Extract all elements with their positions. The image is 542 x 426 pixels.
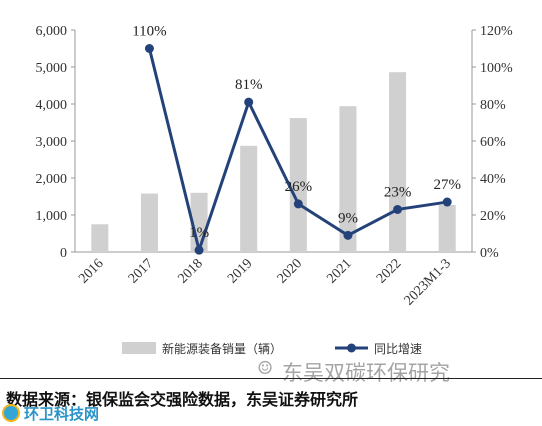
growth-data-label: 23% [384, 184, 412, 200]
bar [240, 145, 258, 252]
y-right-tick-label: 20% [480, 209, 506, 224]
bar [339, 106, 357, 252]
bar [438, 205, 456, 252]
growth-data-label: 9% [338, 210, 358, 226]
bar [389, 72, 407, 253]
wechat-icon: ☺ [257, 358, 274, 379]
growth-point [343, 230, 353, 240]
x-tick-label: 2023M1-3 [402, 256, 454, 308]
growth-data-label: 110% [132, 24, 166, 40]
y-right-tick-label: 40% [480, 172, 506, 187]
growth-data-label: 26% [285, 179, 313, 195]
growth-data-label: 1% [189, 225, 209, 241]
legend-line-marker [347, 343, 356, 353]
legend-line-label: 同比增速 [374, 342, 422, 356]
chart: 0 1,000 2,000 3,000 4,000 5,000 6,000 0% 20% 40% 6… [36, 24, 514, 357]
y-right-tick-label: 0% [480, 246, 499, 261]
growth-point [393, 204, 403, 214]
y-right-tick-label: 120% [480, 24, 513, 39]
bar [91, 224, 109, 252]
growth-point [442, 197, 452, 207]
x-tick-label: 2020 [275, 256, 305, 286]
y-left-tick-label: 3,000 [36, 135, 68, 150]
source-note: 数据来源：银保监会交强险数据，东吴证券研究所 [6, 390, 359, 409]
growth-data-label: 27% [433, 177, 461, 193]
divider [0, 378, 542, 379]
y-left-tick-label: 2,000 [36, 172, 68, 187]
site-logo: 环卫科技网 [2, 403, 99, 423]
x-tick-label: 2021 [324, 256, 354, 286]
y-left-tick-label: 0 [60, 246, 67, 261]
logo-icon [2, 404, 20, 422]
y-left-tick-label: 4,000 [36, 98, 68, 113]
y-right-tick-label: 100% [480, 61, 513, 76]
x-tick-label: 2022 [374, 256, 404, 286]
x-tick-label: 2016 [76, 256, 106, 286]
logo-text: 环卫科技网 [24, 404, 100, 423]
y-right-tick-label: 60% [480, 135, 506, 150]
legend-bar-swatch [122, 342, 156, 354]
x-tick-label: 2019 [225, 256, 255, 286]
growth-data-label: 81% [235, 77, 263, 93]
growth-point [194, 245, 204, 255]
x-tick-label: 2017 [126, 256, 156, 286]
growth-point [293, 199, 303, 209]
bar [289, 118, 307, 252]
y-right-tick-label: 80% [480, 98, 506, 113]
legend-bar-label: 新能源装备销量（辆） [162, 341, 282, 356]
growth-point [144, 44, 154, 53]
watermark: 东吴双碳环保研究 [282, 361, 450, 385]
growth-point [244, 97, 254, 107]
y-left-tick-label: 1,000 [36, 209, 68, 224]
y-left-tick-label: 5,000 [36, 61, 68, 76]
x-tick-label: 2018 [175, 256, 205, 286]
bar [140, 193, 158, 252]
y-left-tick-label: 6,000 [36, 24, 68, 39]
